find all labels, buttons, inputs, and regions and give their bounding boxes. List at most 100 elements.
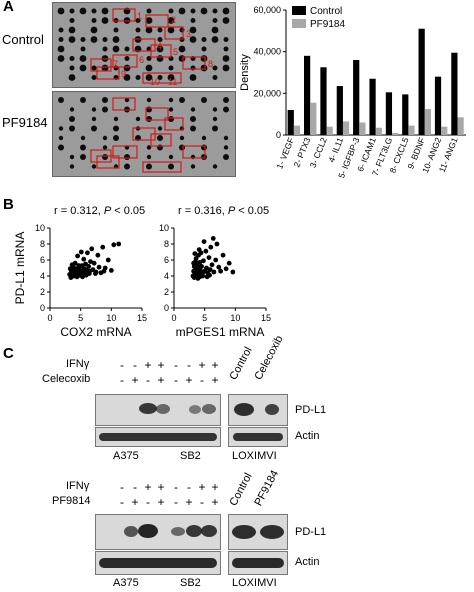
y-axis-title: Density bbox=[239, 54, 251, 91]
loximvi-celecoxib-label: Celecoxib bbox=[252, 333, 286, 382]
highlight-box bbox=[112, 8, 136, 22]
y-tick-label: 6 bbox=[40, 255, 45, 265]
array-spot bbox=[80, 144, 86, 151]
data-point bbox=[200, 273, 206, 279]
array-spot bbox=[135, 75, 141, 80]
array-spot bbox=[212, 107, 218, 112]
treatment-sign: + bbox=[211, 495, 219, 509]
array-spot bbox=[58, 27, 64, 33]
array-spot bbox=[190, 65, 196, 71]
array-spot bbox=[69, 164, 75, 169]
array-spot bbox=[190, 107, 196, 112]
highlight-box bbox=[112, 97, 136, 111]
spot-number-label: 11 bbox=[168, 77, 177, 87]
array-spot bbox=[69, 65, 75, 71]
bar-pf9184 bbox=[408, 125, 415, 135]
data-point bbox=[208, 244, 214, 250]
array-spot bbox=[79, 7, 87, 15]
scatter-mpges1: 0 2 4 6 8 10 0 5 10 15 r = 0.316, P < 0.05 mPGES1 m… bbox=[159, 205, 271, 339]
array-spot bbox=[223, 154, 229, 160]
array-spot bbox=[201, 97, 207, 103]
array-spot bbox=[179, 27, 185, 33]
treatment-sign: - bbox=[120, 480, 124, 494]
array-spot bbox=[200, 64, 208, 72]
array-spot bbox=[200, 55, 208, 62]
data-point bbox=[75, 253, 80, 259]
array-spot bbox=[124, 154, 130, 160]
array-spot bbox=[69, 154, 75, 160]
treatment-sign: - bbox=[133, 480, 137, 494]
array-spot bbox=[157, 135, 163, 141]
bar-control bbox=[287, 110, 294, 135]
legend-entry: Control bbox=[310, 6, 342, 17]
array-spot bbox=[102, 145, 108, 150]
data-point bbox=[76, 263, 82, 268]
treatment-sign: - bbox=[187, 480, 191, 494]
annotation-p: P bbox=[104, 205, 112, 217]
western-blot-pf9184: IFNγ PF9814 - - + + - - + + - + - + - + - + Control PF… bbox=[0, 468, 474, 592]
array-spot bbox=[190, 8, 196, 14]
x-axis-title: mPGES1 mRNA bbox=[176, 325, 265, 339]
array-spot bbox=[80, 135, 86, 141]
array-spot bbox=[102, 46, 108, 52]
y-tick-label: 0 bbox=[164, 303, 169, 313]
data-point bbox=[111, 242, 117, 248]
data-point bbox=[82, 272, 88, 277]
array-spot bbox=[168, 65, 174, 71]
array-spot bbox=[69, 125, 75, 132]
data-point bbox=[199, 264, 204, 269]
array-spot bbox=[69, 8, 75, 14]
actin-blot-loximvi-top bbox=[228, 427, 288, 447]
treatment-sign: - bbox=[174, 373, 178, 387]
data-point bbox=[88, 259, 93, 264]
ifng-label-top: IFNγ bbox=[66, 358, 90, 370]
data-point bbox=[85, 250, 90, 256]
array-spot bbox=[201, 37, 207, 42]
bar-control bbox=[369, 78, 376, 135]
array-spot bbox=[212, 18, 218, 23]
array-spot bbox=[157, 126, 163, 131]
data-point bbox=[223, 266, 229, 272]
array-spot bbox=[91, 65, 97, 71]
array-spot bbox=[91, 75, 97, 80]
spot-number-label: 8 bbox=[208, 59, 213, 69]
data-point bbox=[91, 260, 97, 266]
treatment-sign: - bbox=[133, 358, 137, 372]
data-point bbox=[81, 256, 87, 262]
treatment-sign: + bbox=[157, 358, 165, 372]
array-spot bbox=[58, 135, 64, 141]
data-point bbox=[197, 260, 203, 265]
treatment-sign: - bbox=[120, 358, 124, 372]
data-point bbox=[210, 236, 216, 241]
data-point bbox=[226, 260, 232, 266]
array-spot bbox=[145, 17, 153, 24]
array-spot bbox=[179, 135, 185, 141]
array-spot bbox=[167, 74, 175, 81]
array-spot bbox=[90, 36, 98, 43]
array-spot bbox=[80, 154, 86, 160]
pf9184-array-spots bbox=[58, 97, 229, 173]
bar-control bbox=[320, 67, 327, 135]
array-spot bbox=[80, 37, 86, 42]
highlight-box bbox=[96, 66, 120, 80]
data-point bbox=[69, 262, 75, 268]
actin-blot-bottom bbox=[95, 551, 221, 575]
correlation-annotation: r = 0.316, P < 0.05 bbox=[178, 205, 269, 217]
array-spot bbox=[156, 55, 164, 62]
y-tick-label: 2 bbox=[40, 287, 45, 297]
array-spot bbox=[91, 8, 97, 14]
treatment-sign: + bbox=[144, 358, 152, 372]
array-spot bbox=[113, 116, 119, 122]
data-point bbox=[95, 252, 101, 258]
treatment-sign: - bbox=[120, 373, 124, 387]
data-point bbox=[196, 247, 202, 252]
data-point bbox=[73, 268, 79, 273]
array-spot bbox=[68, 74, 76, 81]
legend-entry: PF9184 bbox=[310, 19, 345, 30]
array-spot bbox=[179, 97, 185, 103]
array-spot bbox=[90, 26, 98, 34]
y-tick-label: 8 bbox=[164, 239, 169, 249]
array-spot bbox=[102, 135, 108, 141]
y-tick-label: 60,000 bbox=[253, 5, 281, 15]
